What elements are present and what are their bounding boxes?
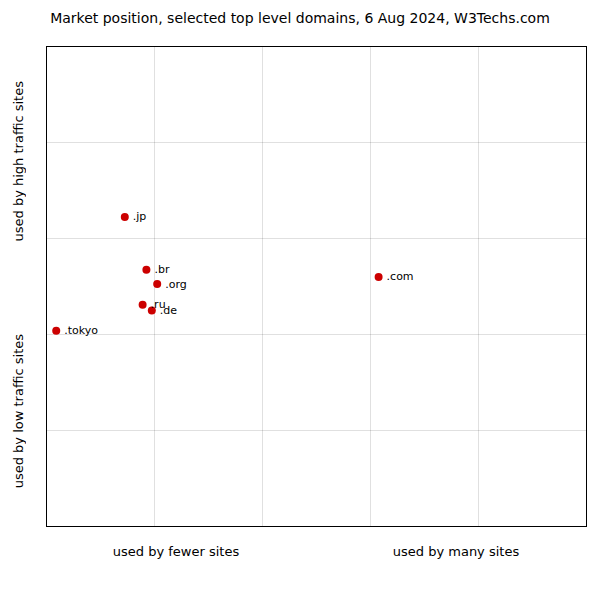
- svg-text:.org: .org: [165, 278, 187, 291]
- html-text:used by many sites: used by many sites: [392, 543, 520, 559]
- svg-text:.br: .br: [154, 263, 169, 276]
- svg-text:.com: .com: [387, 270, 414, 283]
- svg-text:.ru: .ru: [150, 298, 166, 312]
- html-text:used by fewer sites: used by fewer sites: [112, 543, 240, 559]
- html-text:Market position, selected top: Market position, selected top level doma…: [50, 10, 550, 26]
- svg-text:.jp: .jp: [133, 210, 147, 223]
- svg-text:.de: .de: [160, 304, 177, 317]
- html-text:used by high traffic sites: used by high traffic sites: [10, 80, 26, 242]
- svg-text:.tokyo: .tokyo: [64, 324, 98, 337]
- html-text:used by low traffic sites: used by low traffic sites: [10, 333, 26, 489]
